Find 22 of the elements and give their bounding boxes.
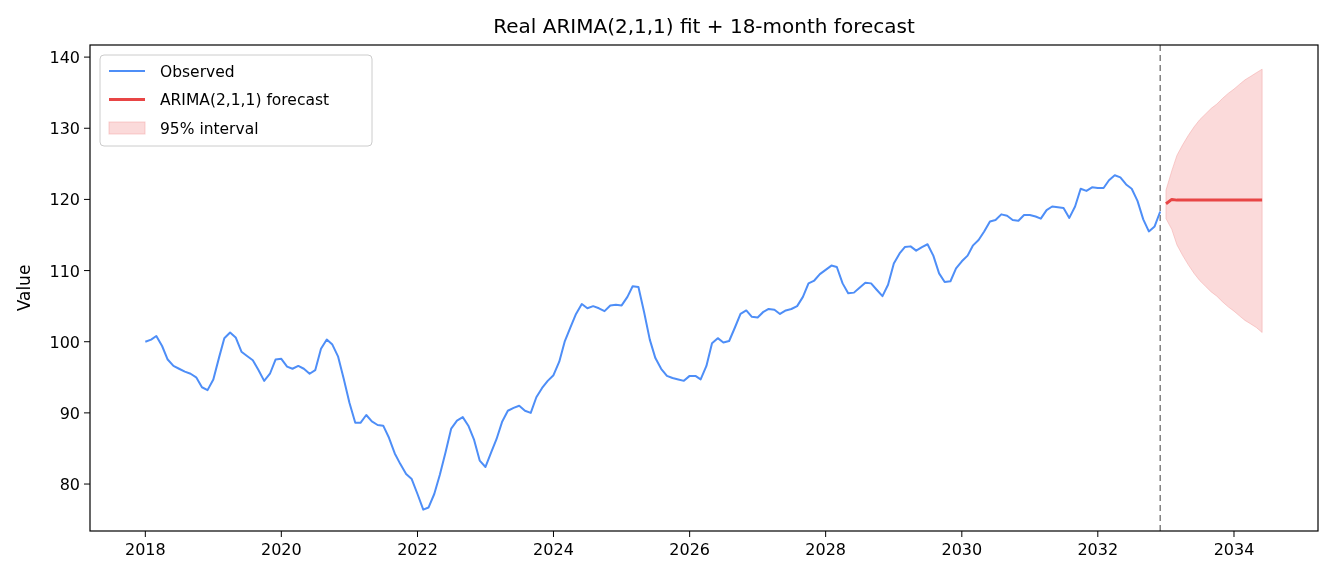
x-tick-label: 2032 bbox=[1077, 540, 1119, 559]
legend-label: Observed bbox=[160, 62, 235, 81]
x-tick-label: 2030 bbox=[941, 540, 983, 559]
x-tick-label: 2034 bbox=[1213, 540, 1255, 559]
y-tick-label: 130 bbox=[49, 119, 80, 139]
x-tick-label: 2022 bbox=[397, 540, 438, 559]
y-tick-label: 100 bbox=[49, 332, 80, 352]
y-tick-label: 90 bbox=[59, 403, 80, 423]
x-tick-label: 2028 bbox=[805, 540, 846, 559]
x-tick-label: 2026 bbox=[669, 540, 711, 559]
chart-title: Real ARIMA(2,1,1) fit + 18-month forecast bbox=[493, 14, 915, 38]
line-series bbox=[144, 174, 1162, 511]
x-tick-label: 2020 bbox=[260, 540, 302, 559]
y-axis-title: Value bbox=[14, 264, 34, 312]
legend-label: ARIMA(2,1,1) forecast bbox=[160, 91, 330, 109]
y-tick-label: 140 bbox=[49, 48, 80, 68]
x-tick-label: 2024 bbox=[533, 540, 574, 559]
annotation: 95% interval bbox=[160, 119, 259, 138]
y-tick-label: 120 bbox=[49, 190, 80, 210]
y-tick-label: 110 bbox=[49, 261, 80, 281]
y-tick-label: 80 bbox=[59, 475, 80, 495]
x-tick-label: 2018 bbox=[124, 540, 166, 559]
